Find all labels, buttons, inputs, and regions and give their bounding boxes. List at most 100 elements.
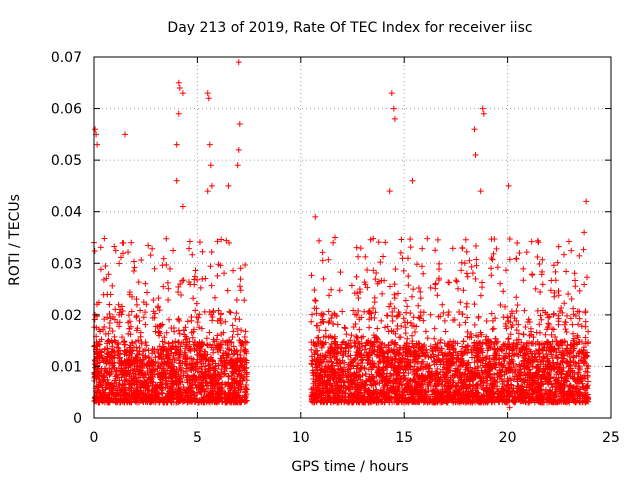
data-point bbox=[460, 338, 467, 345]
data-point bbox=[353, 273, 360, 280]
data-point bbox=[189, 251, 196, 258]
data-point bbox=[562, 326, 569, 333]
data-point bbox=[407, 236, 414, 243]
data-point bbox=[434, 292, 441, 299]
data-point bbox=[424, 235, 431, 242]
data-point bbox=[133, 312, 140, 319]
data-point bbox=[565, 291, 572, 298]
data-point bbox=[382, 324, 389, 331]
data-point bbox=[196, 239, 203, 246]
data-point bbox=[472, 242, 479, 249]
data-point bbox=[96, 359, 103, 366]
data-point bbox=[164, 279, 171, 286]
data-point bbox=[442, 328, 449, 335]
data-point bbox=[355, 295, 362, 302]
data-point bbox=[237, 276, 244, 283]
data-point bbox=[400, 267, 407, 274]
data-point bbox=[208, 282, 215, 289]
data-point bbox=[186, 238, 193, 245]
data-point bbox=[163, 235, 170, 242]
data-point bbox=[165, 285, 172, 292]
data-point bbox=[473, 256, 480, 263]
data-point bbox=[374, 325, 381, 332]
data-point bbox=[138, 257, 145, 264]
data-point bbox=[417, 288, 424, 295]
data-point bbox=[409, 332, 416, 339]
data-point bbox=[326, 292, 333, 299]
data-point bbox=[176, 330, 183, 337]
data-point bbox=[206, 329, 213, 336]
data-point bbox=[109, 313, 116, 320]
data-point bbox=[227, 309, 234, 316]
data-point bbox=[325, 308, 332, 315]
data-point bbox=[142, 321, 149, 328]
data-point bbox=[379, 290, 386, 297]
data-point bbox=[434, 236, 441, 243]
data-point bbox=[237, 265, 244, 272]
data-point bbox=[562, 319, 569, 326]
data-point bbox=[504, 314, 511, 321]
data-point bbox=[554, 259, 561, 266]
data-point bbox=[332, 234, 339, 241]
data-point bbox=[194, 319, 201, 326]
data-point bbox=[125, 249, 132, 256]
data-point bbox=[233, 310, 240, 317]
data-point bbox=[407, 244, 414, 251]
data-point bbox=[192, 307, 199, 314]
data-point bbox=[493, 245, 500, 252]
data-point bbox=[126, 318, 133, 325]
data-point bbox=[469, 270, 476, 277]
data-point bbox=[384, 312, 391, 319]
data-point bbox=[136, 344, 143, 351]
data-point bbox=[431, 335, 438, 342]
data-point bbox=[404, 303, 411, 310]
data-point bbox=[514, 239, 521, 246]
data-point bbox=[199, 248, 206, 255]
chart-title: Day 213 of 2019, Rate Of TEC Index for r… bbox=[167, 20, 532, 36]
data-point bbox=[160, 283, 167, 290]
data-point bbox=[488, 310, 495, 317]
data-point bbox=[394, 290, 401, 297]
data-point bbox=[407, 319, 414, 326]
data-point bbox=[112, 247, 119, 254]
data-point bbox=[237, 287, 244, 294]
data-point bbox=[585, 378, 592, 385]
data-point bbox=[99, 326, 106, 333]
data-point bbox=[582, 309, 589, 316]
data-point bbox=[145, 347, 152, 354]
data-point bbox=[117, 254, 124, 261]
data-point bbox=[568, 295, 575, 302]
data-point bbox=[242, 328, 249, 335]
data-point bbox=[319, 257, 326, 264]
data-point bbox=[221, 270, 228, 277]
data-point bbox=[529, 340, 536, 347]
data-point bbox=[234, 331, 241, 338]
data-point bbox=[101, 235, 108, 242]
data-point bbox=[370, 235, 377, 242]
data-point bbox=[405, 282, 412, 289]
data-point bbox=[435, 352, 442, 359]
data-point bbox=[563, 268, 570, 275]
data-point bbox=[516, 249, 523, 256]
data-point bbox=[319, 249, 326, 256]
data-point bbox=[184, 318, 191, 325]
data-point bbox=[175, 327, 182, 334]
data-point bbox=[186, 245, 193, 252]
data-point bbox=[532, 285, 539, 292]
data-point bbox=[143, 342, 150, 349]
data-point bbox=[463, 270, 470, 277]
data-point bbox=[536, 260, 543, 267]
data-point bbox=[112, 306, 119, 313]
data-point bbox=[424, 335, 431, 342]
data-point bbox=[420, 309, 427, 316]
data-point bbox=[580, 246, 587, 253]
data-point bbox=[208, 248, 215, 255]
data-point bbox=[206, 308, 213, 315]
data-point bbox=[196, 311, 203, 318]
data-point bbox=[97, 266, 104, 273]
data-point bbox=[431, 325, 438, 332]
data-point bbox=[353, 244, 360, 251]
data-point bbox=[210, 349, 217, 356]
data-point bbox=[394, 322, 401, 329]
data-point bbox=[101, 323, 108, 330]
